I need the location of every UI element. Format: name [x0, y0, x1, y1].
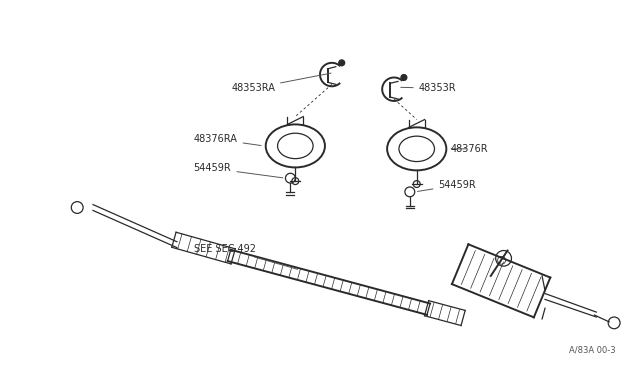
Text: A/83A 00-3: A/83A 00-3 — [570, 345, 616, 354]
Text: 48353R: 48353R — [401, 83, 456, 93]
Text: 54459R: 54459R — [194, 163, 283, 178]
Text: 48376R: 48376R — [451, 144, 488, 154]
Text: 48353RA: 48353RA — [231, 73, 331, 93]
Text: SEE SEC.492: SEE SEC.492 — [194, 244, 298, 269]
Circle shape — [339, 60, 345, 66]
Text: 54459R: 54459R — [417, 180, 476, 192]
Circle shape — [401, 74, 407, 80]
Text: 48376RA: 48376RA — [194, 134, 261, 145]
